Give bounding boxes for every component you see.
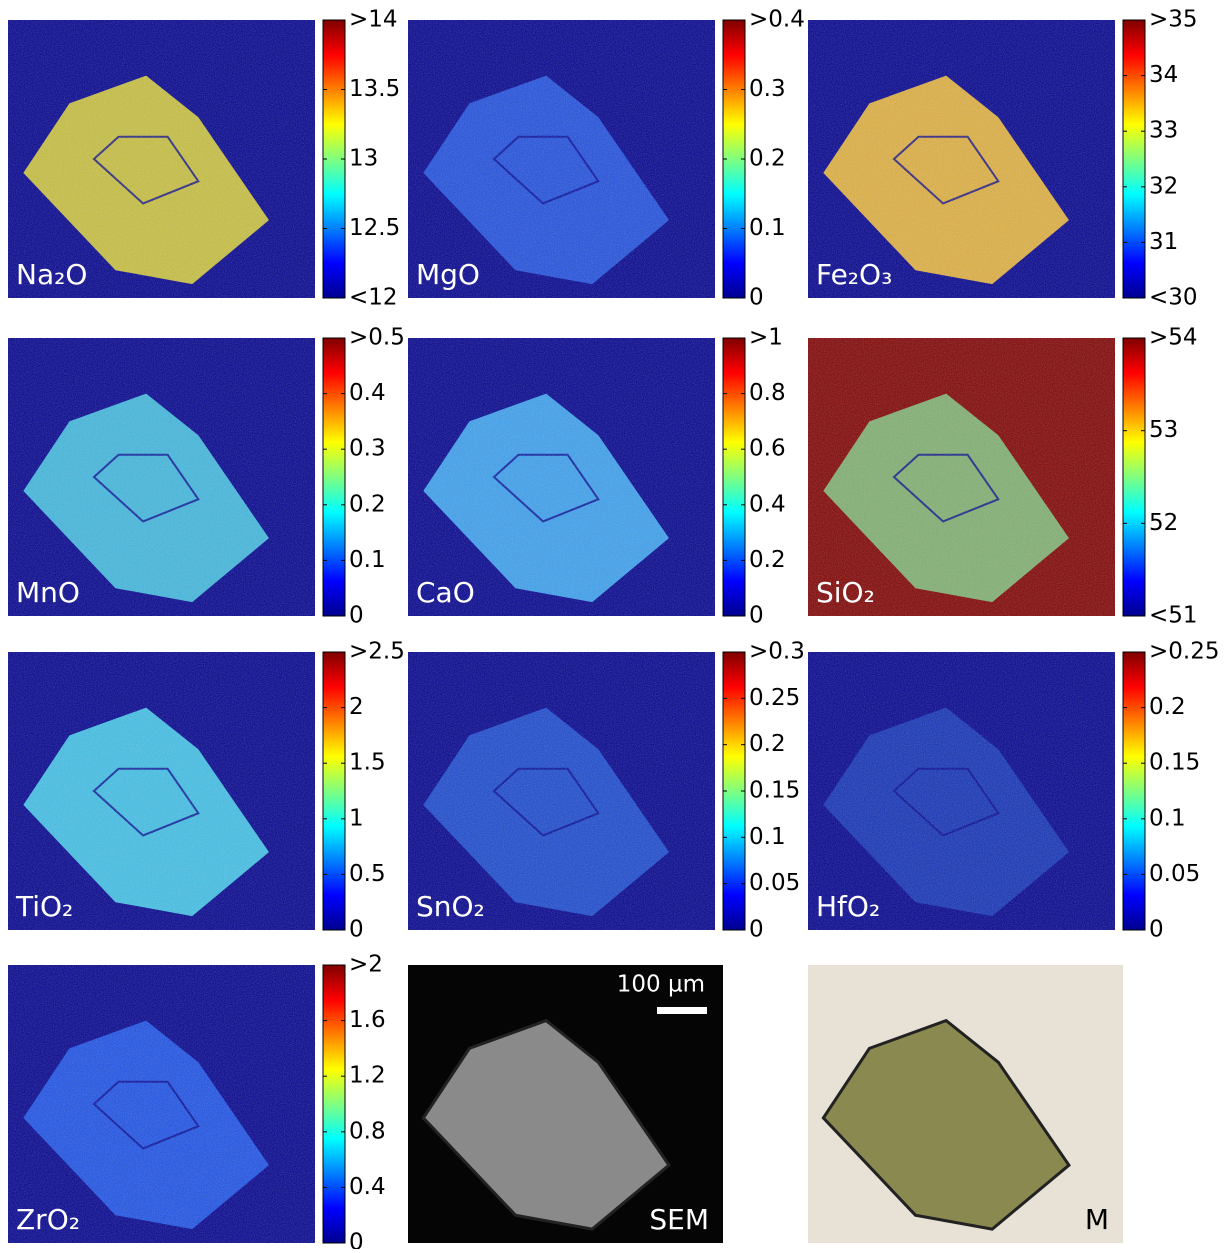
map-noise xyxy=(408,20,715,298)
colorbar-tick-label: >1 xyxy=(749,325,783,351)
map-noise xyxy=(808,20,1115,298)
map-noise xyxy=(808,338,1115,616)
colorbar-tick-label: 0.2 xyxy=(349,491,386,517)
colorbar-tick-label: >54 xyxy=(1149,325,1198,351)
colorbar-tick-label: 0 xyxy=(349,603,364,629)
map-label: CaO xyxy=(416,576,475,609)
colorbar-tick-label: 1.5 xyxy=(349,750,386,776)
colorbar-tick-label: 1.2 xyxy=(349,1063,386,1089)
colorbar-tick-label: 52 xyxy=(1149,510,1178,536)
colorbar-tick-label: 0 xyxy=(349,1230,364,1250)
colorbar-tick-label: 0.2 xyxy=(749,731,786,757)
colorbar-tick-label: 13 xyxy=(349,146,378,172)
colorbar-tick-label: 0.4 xyxy=(749,491,786,517)
colorbar-tick-label: 0.15 xyxy=(749,778,800,804)
map-noise xyxy=(8,20,315,298)
colorbar xyxy=(322,337,346,617)
colorbar-tick-label: 13.5 xyxy=(349,76,400,102)
colorbar-tick-label: 0.05 xyxy=(1149,861,1200,887)
colorbar xyxy=(1122,337,1146,617)
colorbar-tick-label: 12.5 xyxy=(349,215,400,241)
colorbar-tick-label: 0.8 xyxy=(749,380,786,406)
map-label: TiO₂ xyxy=(15,890,73,923)
colorbar-tick-label: >0.25 xyxy=(1149,639,1219,665)
map-label: MnO xyxy=(16,576,80,609)
map-noise xyxy=(8,652,315,930)
colorbar-tick-label: 0.5 xyxy=(349,861,386,887)
colorbar-tick-label: <51 xyxy=(1149,603,1198,629)
map-noise xyxy=(8,965,315,1243)
colorbar-tick-label: 0 xyxy=(749,917,764,943)
colorbar-tick-label: 0 xyxy=(749,285,764,311)
map-label: SiO₂ xyxy=(816,576,875,609)
colorbar-tick-label: 2 xyxy=(349,694,364,720)
colorbar-tick-label: 0.1 xyxy=(749,215,786,241)
colorbar-tick-label: 0.4 xyxy=(349,380,386,406)
colorbar-tick-label: 31 xyxy=(1149,229,1178,255)
image-label: SEM xyxy=(649,1203,709,1236)
colorbar-tick-label: 0.3 xyxy=(749,76,786,102)
colorbar xyxy=(1122,651,1146,931)
colorbar-tick-label: 53 xyxy=(1149,417,1178,443)
colorbar-tick-label: 0 xyxy=(1149,917,1164,943)
scale-bar xyxy=(657,1007,707,1014)
crystal xyxy=(821,1018,1071,1231)
map-label: MgO xyxy=(416,258,480,291)
colorbar-tick-label: 32 xyxy=(1149,173,1178,199)
colorbar-tick-label: >0.5 xyxy=(349,325,405,351)
colorbar-tick-label: 0.2 xyxy=(749,547,786,573)
map-noise xyxy=(408,652,715,930)
colorbar xyxy=(322,651,346,931)
colorbar-tick-label: 0.6 xyxy=(749,436,786,462)
map-label: SnO₂ xyxy=(416,890,485,923)
colorbar-tick-label: <30 xyxy=(1149,285,1198,311)
colorbar-tick-label: >35 xyxy=(1149,7,1198,33)
colorbar-tick-label: >0.3 xyxy=(749,639,805,665)
crystal xyxy=(421,1018,671,1231)
colorbar-tick-label: >2.5 xyxy=(349,639,405,665)
colorbar-tick-label: 0.8 xyxy=(349,1118,386,1144)
colorbar xyxy=(722,337,746,617)
colorbar-tick-label: 0.25 xyxy=(749,685,800,711)
colorbar-tick-label: 0.2 xyxy=(1149,694,1186,720)
colorbar-tick-label: >0.4 xyxy=(749,7,805,33)
colorbar-tick-label: 0.05 xyxy=(749,870,800,896)
colorbar-tick-label: 0.1 xyxy=(749,824,786,850)
colorbar-tick-label: 1 xyxy=(349,805,364,831)
colorbar-tick-label: >14 xyxy=(349,7,398,33)
colorbar-tick-label: 0 xyxy=(749,603,764,629)
colorbar-tick-label: 0.15 xyxy=(1149,750,1200,776)
colorbar-tick-label: 33 xyxy=(1149,118,1178,144)
colorbar-tick-label: 0.1 xyxy=(1149,805,1186,831)
map-label: HfO₂ xyxy=(816,890,880,923)
colorbar xyxy=(1122,19,1146,299)
colorbar-tick-label: <12 xyxy=(349,285,398,311)
colorbar-tick-label: 0 xyxy=(349,917,364,943)
map-label: Fe₂O₃ xyxy=(816,258,892,291)
map-label: Na₂O xyxy=(16,258,87,291)
colorbar-tick-label: 1.6 xyxy=(349,1007,386,1033)
colorbar-tick-label: 34 xyxy=(1149,62,1178,88)
colorbar-tick-label: 0.4 xyxy=(349,1174,386,1200)
scale-bar-label: 100 µm xyxy=(617,972,705,998)
map-noise xyxy=(808,652,1115,930)
colorbar xyxy=(322,964,346,1244)
colorbar-tick-label: 0.3 xyxy=(349,436,386,462)
colorbar-tick-label: 0.2 xyxy=(749,146,786,172)
colorbar-tick-label: 0.1 xyxy=(349,547,386,573)
map-noise xyxy=(408,338,715,616)
map-noise xyxy=(8,338,315,616)
colorbar-tick-label: >2 xyxy=(349,952,383,978)
map-label: ZrO₂ xyxy=(16,1203,80,1236)
image-label: M xyxy=(1085,1203,1109,1236)
